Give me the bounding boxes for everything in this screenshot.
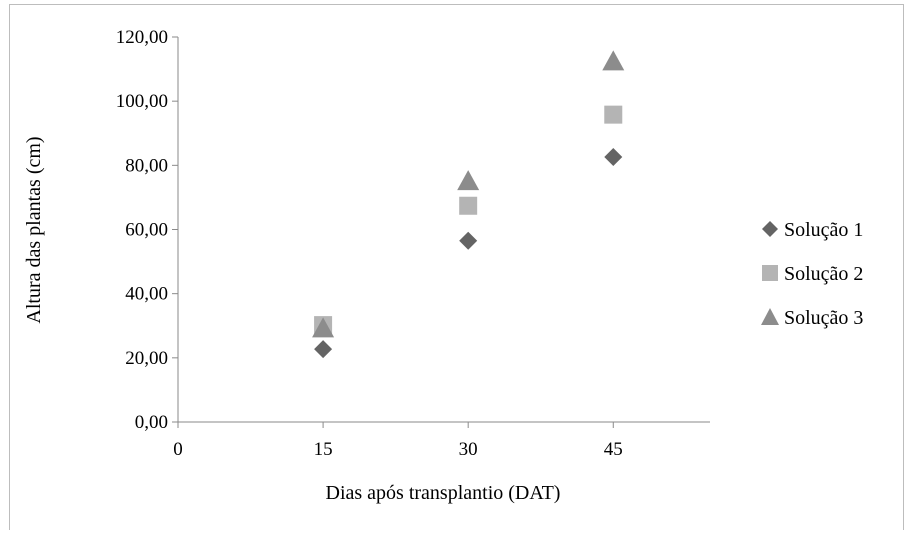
y-tick-labels: 0,00 20,00 40,00 60,00 80,00 100,00 120,00	[116, 27, 168, 433]
legend-marker-triangle	[761, 308, 779, 325]
axes	[172, 36, 710, 428]
y-tick-label: 80,00	[125, 155, 168, 176]
data-point-diamond	[314, 340, 333, 359]
legend-label: Solução 1	[784, 219, 863, 241]
data-point-triangle	[602, 50, 625, 71]
data-points	[312, 50, 625, 359]
legend-label: Solução 2	[784, 263, 863, 285]
x-tick-label: 30	[459, 439, 478, 460]
legend-item: Solução 1	[762, 219, 863, 241]
legend-marker-square	[762, 265, 778, 281]
legend-label: Solução 3	[784, 307, 863, 329]
x-tick-labels: 0 15 30 45	[173, 439, 623, 460]
legend-item: Solução 2	[762, 263, 863, 285]
chart-frame	[9, 4, 904, 530]
y-tick-label: 40,00	[125, 284, 168, 305]
data-point-diamond	[459, 231, 478, 250]
y-tick-label: 100,00	[116, 91, 168, 112]
x-tick-label: 45	[604, 439, 623, 460]
legend: Solução 1 Solução 2 Solução 3	[761, 219, 863, 329]
data-point-diamond	[604, 147, 623, 166]
y-axis-title: Altura das plantas (cm)	[23, 136, 45, 323]
data-point-square	[459, 196, 478, 215]
data-point-triangle	[312, 317, 335, 338]
legend-item: Solução 3	[761, 307, 863, 329]
y-tick-label: 20,00	[125, 348, 168, 369]
legend-marker-diamond	[762, 221, 778, 237]
x-tick-label: 0	[173, 439, 183, 460]
y-tick-label: 0,00	[135, 412, 168, 433]
x-tick-label: 15	[314, 439, 333, 460]
data-point-triangle	[457, 170, 480, 191]
y-tick-label: 120,00	[116, 27, 168, 48]
y-tick-label: 60,00	[125, 220, 168, 241]
x-axis-title: Dias após transplantio (DAT)	[326, 482, 561, 504]
data-point-square	[604, 105, 623, 124]
